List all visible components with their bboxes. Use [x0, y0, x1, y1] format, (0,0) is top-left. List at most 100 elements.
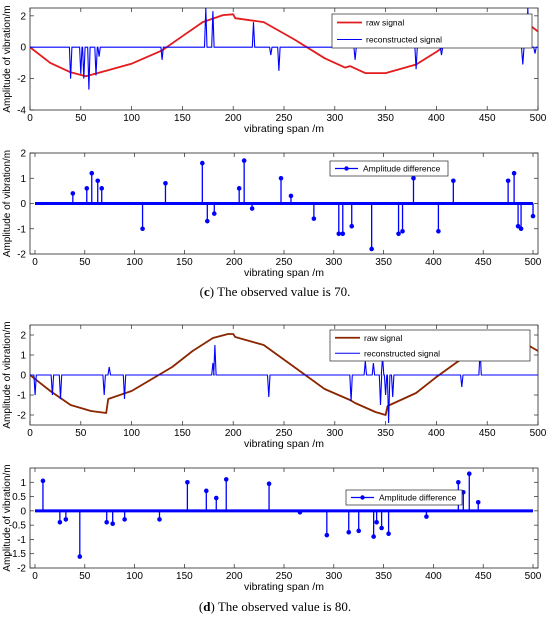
- x-tick-label: 450: [475, 571, 492, 582]
- y-tick-label: 0: [20, 371, 26, 382]
- stem-marker: [475, 499, 481, 505]
- x-tick-label: 500: [525, 571, 542, 582]
- caption-d-label: d: [203, 599, 211, 614]
- stem-marker: [211, 211, 217, 216]
- caption-d: (d) The observed value is 80.: [198, 599, 352, 614]
- stem-marker: [57, 519, 63, 525]
- y-tick-label: -2: [17, 250, 26, 261]
- legend: raw signal reconstructed signal: [331, 13, 533, 49]
- x-tick-label: 100: [123, 113, 140, 124]
- y-tick-label: -2: [17, 74, 26, 85]
- stem-marker: [456, 479, 461, 485]
- x-tick-label: 350: [377, 428, 394, 439]
- x-tick-label: 300: [326, 428, 343, 439]
- caption-c-text: The observed value is 70.: [214, 284, 351, 299]
- stem-marker: [205, 218, 210, 224]
- x-axis-label: vibrating span /m: [244, 581, 324, 593]
- stem-marker: [163, 181, 168, 186]
- stem-marker: [379, 525, 384, 531]
- x-tick-label: 50: [75, 113, 87, 124]
- x-tick-label: 400: [428, 113, 445, 124]
- legend-label: reconstructed signal: [366, 35, 442, 45]
- y-tick-label: -2: [17, 564, 26, 575]
- x-axis-label: vibrating span /m: [244, 438, 324, 450]
- stem-marker: [530, 213, 536, 219]
- y-axis-label: Amplitude of vibration/m: [2, 464, 13, 571]
- x-tick-label: 200: [225, 113, 242, 124]
- y-axis-label: Amplitude of vibration/m: [2, 321, 13, 428]
- legend-marker: [344, 166, 349, 171]
- stem-marker: [374, 519, 379, 525]
- x-tick-label: 250: [276, 257, 293, 268]
- stem-marker: [266, 481, 272, 487]
- x-tick-label: 250: [276, 428, 293, 439]
- stem-marker: [311, 216, 317, 221]
- stem-marker: [278, 175, 284, 181]
- x-tick-label: 0: [32, 257, 38, 268]
- legend-label: Amplitude difference: [363, 164, 441, 174]
- y-tick-label: 2: [20, 11, 26, 22]
- caption-c: (c) The observed value is 70.: [199, 284, 351, 299]
- y-tick-label: 0.5: [12, 492, 26, 503]
- stem-marker: [436, 228, 441, 234]
- y-tick-label: 2: [20, 331, 26, 342]
- legend-box: [345, 489, 463, 506]
- x-tick-label: 250: [276, 113, 293, 124]
- stem-marker: [89, 170, 95, 176]
- stem-marker: [369, 246, 374, 252]
- legend-box: [329, 329, 531, 362]
- legend-label: raw signal: [366, 18, 404, 28]
- stem-marker: [241, 158, 247, 163]
- stem-marker: [505, 178, 511, 184]
- y-axis-label: Amplitude of vibration/m: [2, 5, 13, 112]
- stem-marker: [349, 223, 355, 229]
- y-tick-label: -1: [17, 535, 26, 546]
- x-tick-label: 0: [27, 113, 33, 124]
- stem-marker: [371, 534, 376, 539]
- chart-panel-2: 0 50 100 150 200 250 300 350 400 450 500 -2 -1 0 1 2 vib…: [2, 149, 542, 280]
- x-tick-label: 450: [479, 113, 496, 124]
- stem-marker: [340, 231, 346, 237]
- stem-marker: [213, 495, 219, 501]
- stem-marker: [297, 509, 303, 515]
- x-tick-label: 400: [425, 257, 442, 268]
- plot-content: [34, 471, 534, 559]
- stem-marker: [140, 226, 145, 232]
- stem-marker: [451, 178, 456, 184]
- stem-marker: [249, 206, 255, 211]
- x-tick-label: 300: [325, 571, 342, 582]
- stem-marker: [223, 477, 229, 482]
- chart-panel-1: 0 50 100 150 200 250 300 350 400 450 500 -4 -2 0 2 vibr…: [2, 5, 547, 135]
- stem-marker: [511, 170, 517, 176]
- x-tick-label: 200: [226, 571, 243, 582]
- y-tick-label: 0: [20, 506, 26, 517]
- stem-marker: [70, 191, 76, 196]
- stem-marker: [84, 186, 90, 191]
- stem-marker: [324, 532, 330, 538]
- y-tick-label: -2: [17, 411, 26, 422]
- y-tick-label: -1: [17, 391, 26, 402]
- y-tick-label: -4: [17, 106, 26, 117]
- x-tick-label: 50: [79, 257, 91, 268]
- stem-marker: [204, 488, 209, 494]
- stem-marker: [236, 186, 242, 191]
- x-tick-label: 0: [27, 428, 33, 439]
- legend-box: [331, 13, 533, 49]
- x-tick-label: 150: [174, 428, 191, 439]
- legend-marker: [360, 495, 365, 500]
- stem-marker: [104, 519, 109, 525]
- legend: Amplitude difference: [329, 160, 449, 177]
- x-tick-label: 100: [126, 257, 143, 268]
- x-tick-label: 100: [126, 571, 143, 582]
- y-tick-label: -1: [17, 224, 26, 235]
- x-tick-label: 150: [176, 257, 193, 268]
- x-tick-label: 300: [325, 257, 342, 268]
- x-tick-label: 50: [75, 428, 87, 439]
- x-tick-label: 350: [377, 113, 394, 124]
- stem-marker: [386, 531, 391, 537]
- stem-marker: [77, 554, 83, 559]
- x-tick-label: 400: [428, 428, 445, 439]
- stem-marker: [288, 193, 294, 199]
- stem-marker: [466, 471, 472, 477]
- x-tick-label: 450: [479, 428, 496, 439]
